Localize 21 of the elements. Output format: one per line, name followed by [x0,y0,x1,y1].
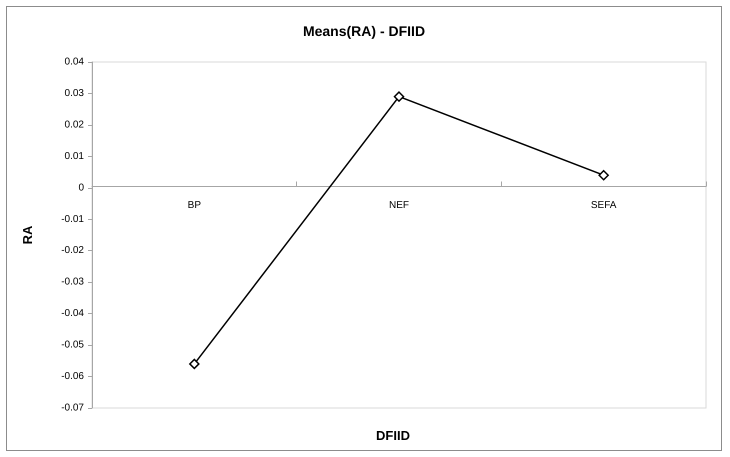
x-tick-label: BP [188,200,202,212]
y-tick-label: 0.01 [64,150,84,162]
y-tick-label: 0.02 [64,119,84,130]
y-tick-label: -0.02 [61,245,84,256]
y-tick-label: -0.05 [61,340,84,351]
x-axis-title: DFIID [376,428,410,443]
y-tick-label: 0 [78,182,84,194]
y-tick-label: -0.04 [61,308,84,320]
y-tick-label: -0.06 [61,371,84,382]
y-tick-label: -0.01 [61,214,84,225]
y-axis-title: RA [20,225,35,244]
point [189,358,200,370]
point [394,91,404,102]
point [598,170,609,180]
x-tick-label: NEF [389,200,409,212]
chart-title: Means(RA) - DFIID [302,23,426,39]
x-tick-label: SEFA [590,200,617,212]
y-tick-label: -0.03 [61,276,84,288]
y-tick-label: -0.07 [61,402,84,414]
y-tick-label: 0.04 [64,56,84,68]
y-tick-label: 0.03 [64,88,84,99]
